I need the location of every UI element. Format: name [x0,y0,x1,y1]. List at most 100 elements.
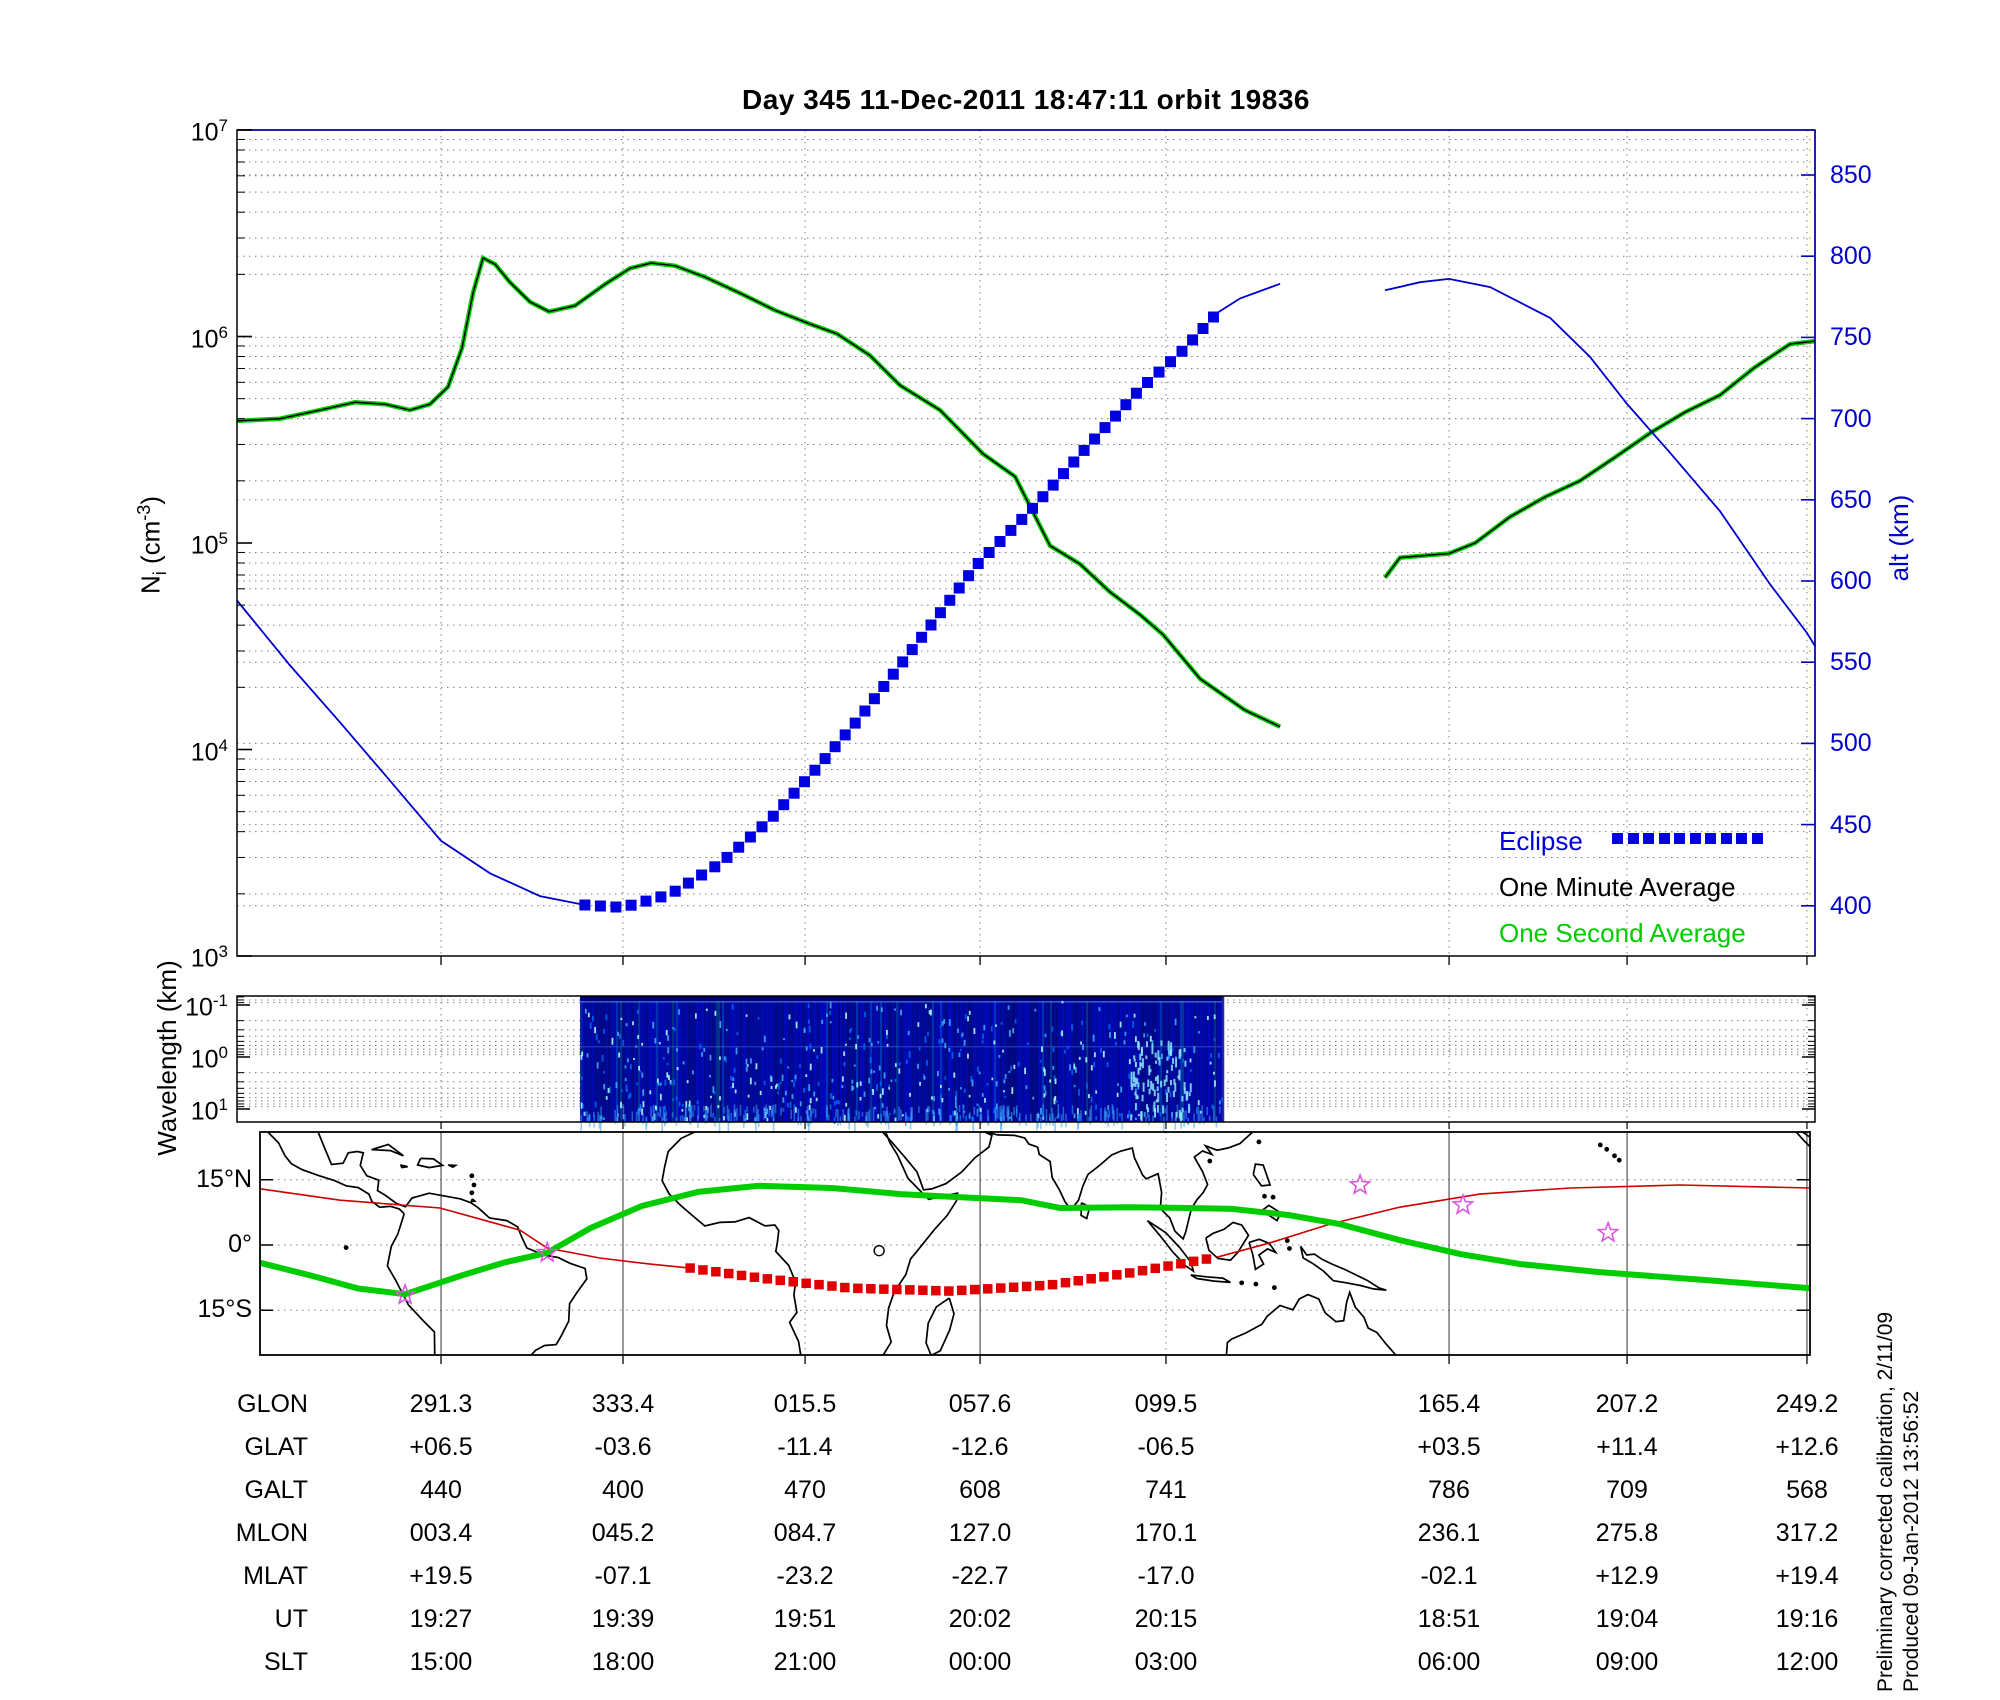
wavelength-axis-tick: 100 [190,1043,228,1074]
table-cell-slt: 15:00 [409,1648,473,1676]
table-cell-galt: 741 [1145,1476,1187,1504]
panel1-curves [236,254,1816,913]
table-cell-glat: -06.5 [1137,1433,1195,1461]
eclipse-dash-sample [1674,833,1685,844]
table-cell-glon: 015.5 [773,1390,837,1418]
wavelength-axis-tick: 10-1 [185,991,228,1022]
ground-station-stars [393,1172,1620,1305]
ni-axis-tick: 107 [190,116,228,147]
alt-axis-tick: 550 [1830,648,1872,676]
table-cell-slt: 21:00 [773,1648,837,1676]
table-cell-galt: 786 [1428,1476,1470,1504]
legend-item-eclipse: Eclipse [1499,826,1763,856]
alt-axis-tick: 850 [1830,161,1872,189]
table-cell-glat: -12.6 [951,1433,1009,1461]
y-axis-label-altitude: alt (km) [1884,494,1914,582]
map-lat-tick: 15°N [196,1165,252,1193]
wave-spectrogram [580,996,1225,1134]
alt-curve-left [236,599,586,906]
table-cell-ut: 20:15 [1134,1605,1198,1633]
eclipse-dash-sample [1658,833,1670,844]
table-cell-slt: 12:00 [1775,1648,1839,1676]
ni-one-second-A [236,254,1282,729]
table-cell-glon: 249.2 [1775,1390,1839,1418]
map-eclipse-dashes [685,1254,1212,1296]
map-lat-tick: 15°S [197,1295,252,1323]
eclipse-dash-sample [1627,833,1639,844]
alt-axis-tick: 800 [1830,242,1872,270]
eclipse-dashes [579,311,1219,913]
table-cell-ut: 19:51 [773,1605,837,1633]
table-cell-mlat: -22.7 [951,1562,1009,1590]
table-cell-ut: 18:51 [1417,1605,1481,1633]
table-cell-galt: 568 [1786,1476,1828,1504]
alt-axis-tick: 450 [1830,811,1872,839]
table-cell-glon: 333.4 [591,1390,655,1418]
table-row-label-mlon: MLON [235,1519,308,1547]
table-cell-mlat: -07.1 [594,1562,652,1590]
table-cell-glon: 099.5 [1134,1390,1198,1418]
alt-axis-tick: 700 [1830,405,1872,433]
alt-axis-tick: 500 [1830,729,1872,757]
table-cell-mlon: 317.2 [1775,1519,1839,1547]
table-cell-mlon: 170.1 [1134,1519,1198,1547]
coastlines [267,1132,1810,1355]
ni-axis-tick: 106 [190,323,228,354]
table-cell-ut: 19:27 [409,1605,473,1633]
table-row-label-mlat: MLAT [243,1562,308,1590]
table-cell-glat: +03.5 [1417,1433,1481,1461]
table-cell-mlat: +19.5 [409,1562,473,1590]
table-cell-mlat: +12.9 [1595,1562,1659,1590]
table-row-label-galt: GALT [244,1476,308,1504]
table-cell-slt: 18:00 [591,1648,655,1676]
map-panel [260,1132,1810,1355]
panel2-grid [237,996,1815,1122]
table-cell-glon: 207.2 [1595,1390,1659,1418]
ni-axis-tick: 104 [190,736,228,767]
table-cell-ut: 19:39 [591,1605,655,1633]
table-cell-ut: 20:02 [948,1605,1012,1633]
wavelength-axis-tick: 101 [190,1095,228,1126]
legend-item-one-second-average: One Second Average [1499,918,1746,948]
table-cell-mlon: 003.4 [409,1519,473,1547]
table-cell-ut: 19:04 [1595,1605,1659,1633]
map-content [260,1132,1810,1355]
table-cell-glat: +11.4 [1596,1433,1658,1461]
table-row-label-glat: GLAT [244,1433,308,1461]
eclipse-dash-sample [1612,833,1623,844]
ni-axis-tick: 105 [190,529,228,560]
table-cell-mlat: -17.0 [1137,1562,1195,1590]
map-lat-tick: 0° [228,1230,252,1258]
table-cell-slt: 03:00 [1134,1648,1198,1676]
table-cell-glat: -03.6 [594,1433,652,1461]
alt-axis-tick: 650 [1830,486,1872,514]
table-cell-glon: 057.6 [948,1390,1012,1418]
table-cell-mlat: -02.1 [1420,1562,1478,1590]
plot-title: Day 345 11-Dec-2011 18:47:11 orbit 19836 [742,84,1310,115]
legend-item-one-minute-average: One Minute Average [1499,872,1736,902]
table-cell-glat: -11.4 [777,1433,833,1461]
table-row-label-glon: GLON [237,1390,308,1418]
table-cell-mlon: 236.1 [1417,1519,1481,1547]
eclipse-dash-sample [1736,833,1747,844]
ni-one-minute-B [1384,340,1816,579]
table-cell-slt: 09:00 [1595,1648,1659,1676]
table-cell-mlon: 127.0 [948,1519,1012,1547]
eclipse-dash-sample [1720,833,1732,844]
table-cell-glat: +12.6 [1775,1433,1839,1461]
table-cell-galt: 709 [1606,1476,1648,1504]
alt-curve-right [1384,277,1816,647]
table-cell-mlon: 084.7 [773,1519,837,1547]
table-cell-galt: 440 [420,1476,462,1504]
footer-calibration-note: Preliminary corrected calibration, 2/11/… [1874,1311,1897,1692]
table-cell-glon: 165.4 [1417,1390,1481,1418]
eclipse-dash-sample [1689,833,1701,844]
table-cell-glat: +06.5 [409,1433,473,1461]
table-cell-galt: 608 [959,1476,1001,1504]
ni-one-minute-A [236,256,1281,728]
eclipse-dash-sample [1643,833,1654,844]
eclipse-dash-sample [1705,833,1716,844]
footer-produced-note: Produced 09-Jan-2012 13:56:52 [1900,1390,1923,1692]
